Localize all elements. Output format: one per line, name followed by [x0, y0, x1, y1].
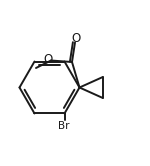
Text: Br: Br — [58, 121, 69, 131]
Text: O: O — [43, 53, 52, 66]
Text: O: O — [71, 32, 80, 45]
